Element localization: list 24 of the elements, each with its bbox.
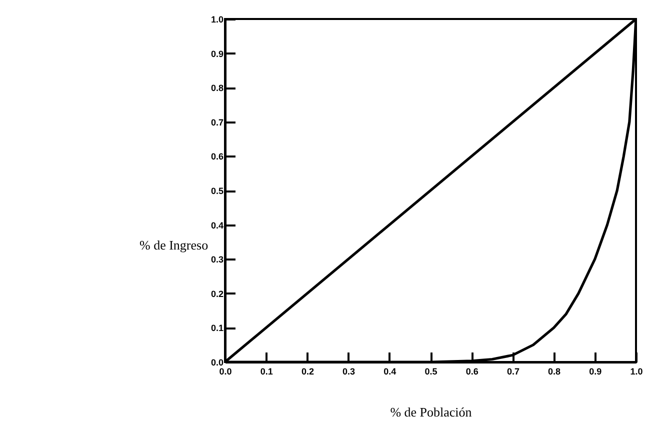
y-tick-label: 0.3	[210, 254, 224, 265]
y-tick-label: 0.4	[210, 220, 224, 230]
y-tick-label: 0.6	[210, 152, 224, 162]
x-tick-label: 1.0	[630, 366, 643, 376]
x-tick-label: 0.3	[342, 366, 356, 376]
x-tick-label: 0.8	[548, 366, 561, 376]
x-tick-label: 0.6	[466, 366, 478, 376]
x-tick-label: 0.9	[589, 366, 602, 376]
x-tick-label: 0.2	[301, 366, 314, 376]
y-tick-label: 0.2	[210, 288, 224, 299]
y-tick-label: 0.7	[210, 117, 224, 128]
y-tick-label: 0.0	[210, 358, 224, 368]
y-tick-label: 1.0	[210, 14, 224, 24]
y-tick-label: 0.9	[210, 48, 224, 59]
y-tick-label: 0.5	[210, 186, 224, 196]
x-tick-label: 0.5	[424, 366, 438, 376]
x-tick-label: 0.4	[384, 366, 396, 376]
y-axis-title: % de Ingreso	[140, 238, 208, 252]
x-tick-label: 0.1	[260, 366, 273, 376]
x-tick-label: 0.7	[506, 366, 520, 376]
y-tick-label: 0.8	[210, 83, 224, 94]
x-tick-label: 0.0	[219, 366, 232, 376]
x-axis-title: % de Población	[390, 404, 472, 420]
y-tick-label: 0.1	[210, 323, 224, 334]
